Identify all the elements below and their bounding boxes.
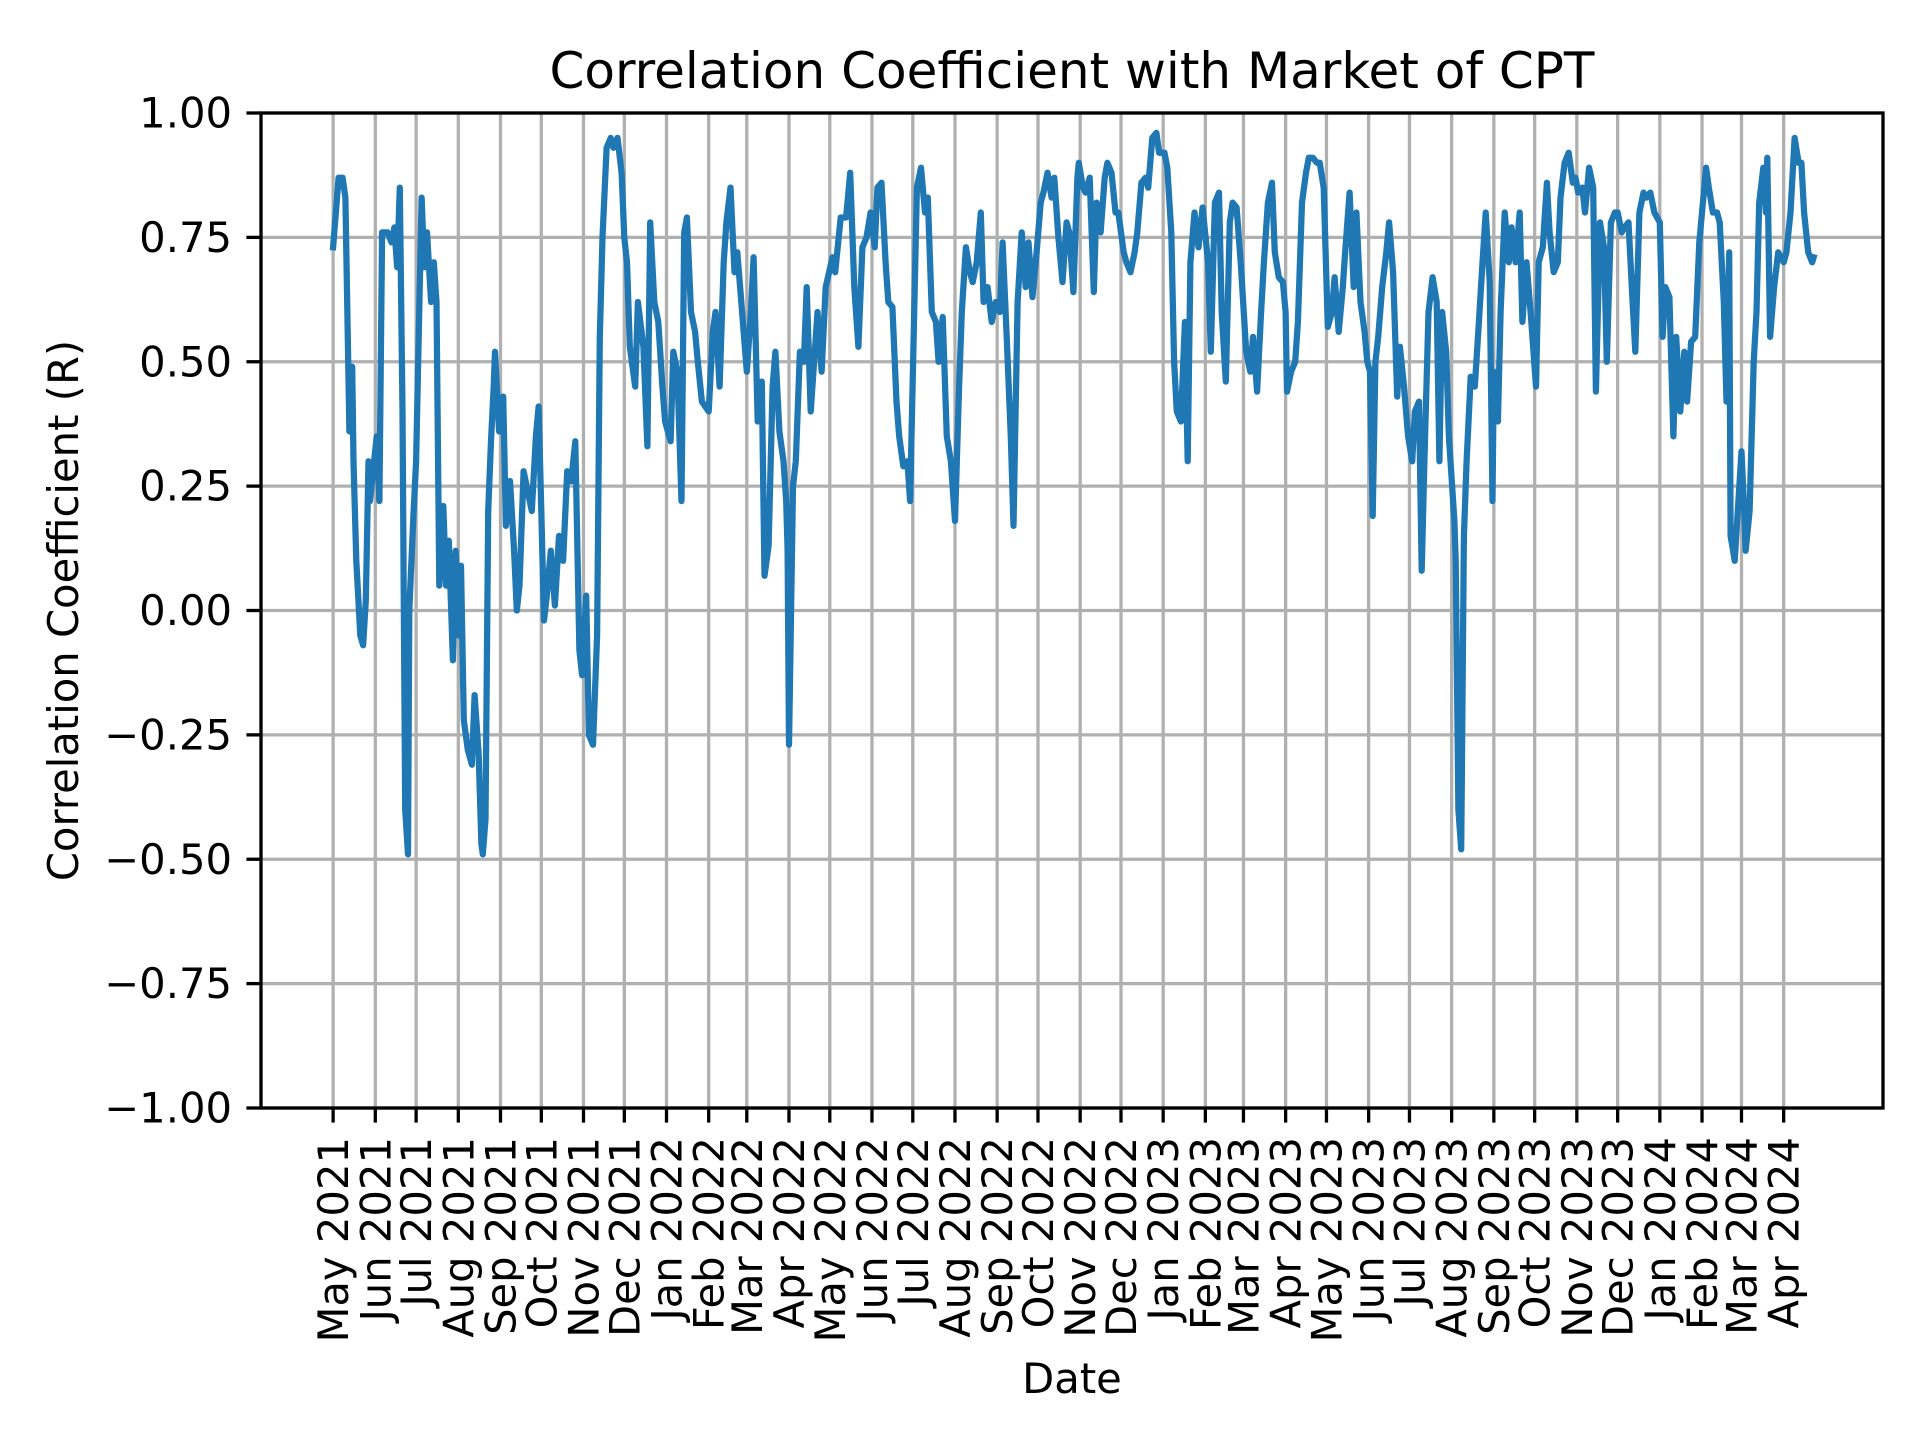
x-tick-label: Nov 2021 bbox=[559, 1137, 608, 1338]
x-tick-label: Jun 2021 bbox=[351, 1137, 400, 1324]
y-tick-label: 0.50 bbox=[139, 337, 232, 386]
x-tick-label: Oct 2022 bbox=[1014, 1137, 1063, 1328]
x-tick-label: Aug 2021 bbox=[434, 1137, 483, 1338]
x-tick-label: May 2023 bbox=[1302, 1137, 1351, 1343]
x-tick-label: Dec 2021 bbox=[600, 1137, 649, 1337]
series-line-0 bbox=[329, 129, 1818, 858]
y-tick-label: −0.75 bbox=[104, 959, 232, 1008]
x-tick-label: Jan 2022 bbox=[643, 1137, 692, 1324]
y-tick-label: −0.25 bbox=[104, 710, 232, 759]
series-layer bbox=[329, 129, 1818, 858]
x-tick-label: Dec 2022 bbox=[1097, 1137, 1146, 1337]
x-tick-label: Jun 2022 bbox=[848, 1137, 897, 1324]
x-tick-label: Apr 2023 bbox=[1262, 1137, 1311, 1328]
y-tick-label: 0.00 bbox=[139, 586, 232, 635]
chart-title: Correlation Coefficient with Market of C… bbox=[550, 42, 1595, 100]
x-tick-label: Jun 2023 bbox=[1345, 1137, 1394, 1324]
y-tick-label: −1.00 bbox=[104, 1084, 232, 1133]
x-tick-label: Mar 2023 bbox=[1219, 1137, 1268, 1335]
x-tick-label: May 2021 bbox=[309, 1137, 358, 1343]
x-tick-label: Oct 2021 bbox=[517, 1137, 566, 1328]
x-tick-label: Apr 2022 bbox=[765, 1137, 814, 1328]
y-tick-label: 0.75 bbox=[139, 213, 232, 262]
x-tick-label: Feb 2022 bbox=[685, 1137, 734, 1330]
x-tick-label: Feb 2024 bbox=[1678, 1137, 1727, 1330]
y-axis-label: Correlation Coefficient (R) bbox=[39, 340, 88, 881]
x-axis-label: Date bbox=[1022, 1354, 1122, 1403]
x-tick-label: Jul 2023 bbox=[1385, 1137, 1434, 1310]
x-tick-label: Feb 2023 bbox=[1181, 1137, 1230, 1330]
x-tick-label: Jan 2024 bbox=[1636, 1137, 1685, 1324]
x-tick-label: Sep 2022 bbox=[973, 1137, 1022, 1335]
x-tick-label: Jan 2023 bbox=[1139, 1137, 1188, 1324]
x-tick-label: Nov 2022 bbox=[1056, 1137, 1105, 1338]
x-tick-label: Nov 2023 bbox=[1553, 1137, 1602, 1338]
ticks: −1.00 −0.75 −0.50 −0.25 0.00 0.25 0.50 0.75 1.00… bbox=[104, 89, 1808, 1343]
x-tick-label: Jul 2021 bbox=[392, 1137, 441, 1310]
x-tick-label: Mar 2024 bbox=[1717, 1137, 1766, 1335]
y-tick-label: 0.25 bbox=[139, 462, 232, 511]
y-tick-label: −0.50 bbox=[104, 835, 232, 884]
x-tick-label: Sep 2023 bbox=[1470, 1137, 1519, 1335]
y-tick-label: 1.00 bbox=[139, 89, 232, 138]
x-tick-label: Apr 2024 bbox=[1760, 1137, 1809, 1328]
x-tick-label: Aug 2023 bbox=[1428, 1137, 1477, 1338]
x-tick-label: May 2022 bbox=[806, 1137, 855, 1343]
x-tick-label: Oct 2023 bbox=[1511, 1137, 1560, 1328]
x-tick-label: Dec 2023 bbox=[1594, 1137, 1643, 1337]
x-tick-label: Aug 2022 bbox=[931, 1137, 980, 1338]
x-tick-label: Mar 2022 bbox=[723, 1137, 772, 1335]
x-tick-label: Jul 2022 bbox=[889, 1137, 938, 1310]
x-tick-label: Sep 2021 bbox=[476, 1137, 525, 1335]
